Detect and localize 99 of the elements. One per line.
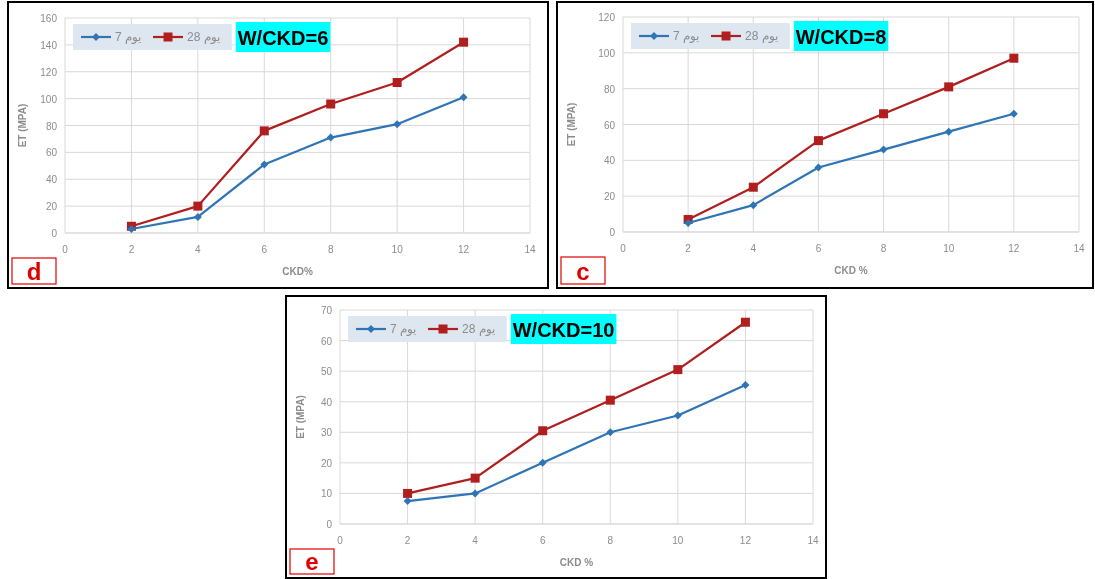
y-tick-label: 60 (603, 119, 616, 131)
x-tick-label: 0 (337, 535, 344, 546)
legend-label: يوم 28 (187, 30, 220, 44)
y-tick-label: 30 (320, 427, 333, 439)
point (459, 37, 469, 47)
point (741, 380, 750, 389)
point (470, 473, 480, 483)
title: W/CKD=6 (235, 22, 331, 52)
point (749, 201, 758, 210)
point (538, 458, 547, 467)
y-tick-label: 0 (609, 227, 616, 238)
x-tick-label: 2 (128, 244, 135, 255)
x-tick-label: 0 (62, 244, 69, 255)
annotation: e (289, 548, 335, 575)
point (813, 136, 823, 146)
y-axis-title: ET (MPA) (566, 102, 577, 147)
x-tick-label: 4 (472, 535, 479, 546)
point (538, 426, 548, 436)
point (193, 212, 202, 221)
point (684, 219, 693, 228)
x-tick-label: 6 (261, 244, 268, 255)
point (605, 395, 615, 405)
point (393, 120, 402, 129)
y-tick-label: 80 (603, 83, 616, 95)
point (326, 99, 336, 109)
x-tick-label: 2 (404, 535, 411, 546)
point (193, 201, 203, 211)
x-tick-label: 6 (539, 535, 546, 546)
y-tick-label: 40 (603, 155, 616, 167)
x-tick-label: 6 (815, 243, 822, 254)
x-tick-label: 8 (607, 535, 614, 546)
point (471, 489, 480, 498)
y-tick-label: 20 (603, 191, 616, 203)
x-tick-label: 4 (195, 244, 202, 255)
point (392, 78, 402, 87)
legend-label: يوم 28 (462, 322, 495, 336)
y-tick-label: 10 (320, 488, 333, 500)
x-tick-label: 14 (807, 535, 819, 546)
x-tick-label: 10 (672, 535, 684, 546)
y-tick-label: 100 (598, 47, 616, 59)
y-tick-label: 20 (45, 201, 58, 213)
point (879, 109, 889, 119)
point (944, 127, 953, 136)
y-tick-label: 160 (40, 13, 58, 24)
x-tick-label: 2 (685, 243, 692, 254)
annotation: d (11, 257, 57, 285)
point (260, 160, 269, 169)
title: W/CKD=8 (793, 21, 889, 51)
title: W/CKD=10 (510, 314, 617, 344)
y-tick-label: 70 (320, 305, 333, 316)
y-tick-label: 40 (45, 174, 58, 186)
y-axis-title: ET (MPA) (17, 103, 28, 148)
point (606, 428, 615, 437)
y-tick-label: 0 (51, 228, 58, 239)
x-tick-label: 14 (524, 244, 536, 255)
legend-label: يوم 7 (673, 29, 700, 43)
y-tick-label: 100 (40, 93, 58, 105)
point (259, 126, 269, 136)
x-tick-label: 12 (458, 244, 470, 255)
x-tick-label: 4 (750, 243, 757, 254)
x-axis-title: CKD% (282, 266, 313, 277)
point (1009, 109, 1018, 118)
point (403, 497, 412, 506)
point (673, 411, 682, 420)
x-tick-label: 10 (943, 243, 955, 254)
point (740, 317, 750, 327)
x-tick-label: 0 (620, 243, 627, 254)
y-tick-label: 50 (320, 366, 333, 378)
y-tick-label: 60 (320, 335, 333, 347)
y-tick-label: 120 (40, 66, 58, 78)
legend-label: يوم 7 (115, 30, 142, 44)
x-tick-label: 8 (880, 243, 887, 254)
x-tick-label: 12 (1008, 243, 1020, 254)
point (944, 82, 954, 92)
y-tick-label: 0 (326, 519, 333, 530)
x-axis-title: CKD % (559, 557, 594, 568)
legend-label: يوم 28 (745, 29, 778, 43)
y-axis-title: ET (MPA) (295, 395, 306, 439)
x-tick-label: 12 (739, 535, 752, 546)
point (673, 365, 683, 375)
point (879, 145, 888, 154)
y-tick-label: 140 (40, 39, 58, 51)
y-tick-label: 40 (320, 396, 333, 408)
x-tick-label: 14 (1073, 243, 1085, 254)
y-tick-label: 80 (45, 120, 58, 132)
x-tick-label: 10 (391, 244, 404, 255)
legend-label: يوم 7 (390, 322, 417, 336)
annotation: c (560, 256, 606, 285)
y-tick-label: 120 (598, 12, 616, 23)
y-tick-label: 60 (45, 147, 58, 159)
point (1009, 53, 1019, 63)
point (326, 133, 335, 142)
point (459, 93, 468, 102)
point (814, 163, 823, 172)
x-tick-label: 8 (327, 244, 334, 255)
x-axis-title: CKD % (834, 265, 868, 276)
point (403, 488, 413, 498)
y-tick-label: 20 (320, 457, 333, 469)
point (748, 182, 758, 192)
